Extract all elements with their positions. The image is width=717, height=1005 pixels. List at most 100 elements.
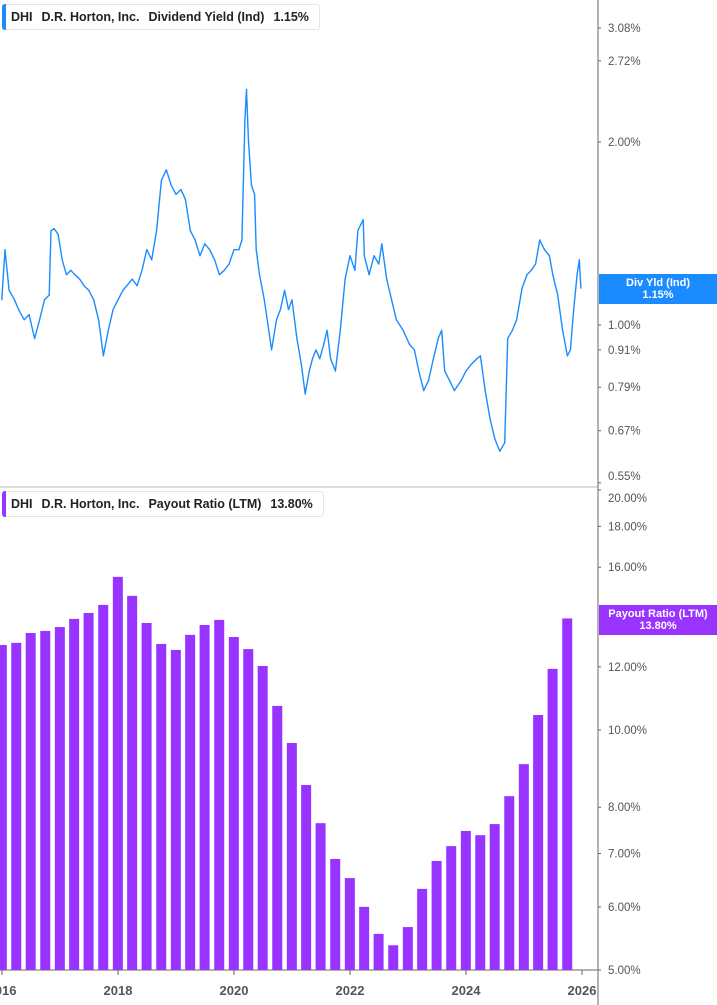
payout-bar [475,835,486,970]
yield-point [28,314,30,316]
yield-point [460,380,462,382]
payout-bar [417,888,428,970]
yield-point [194,239,196,241]
y-tick-label: 0.55% [608,471,641,483]
yield-point [300,364,302,366]
payout-bar [127,595,138,970]
yield-point [214,259,216,261]
x-tick-label: 2016 [0,983,16,998]
payout-bar [301,785,312,970]
y-tick-label: 16.00% [608,562,647,574]
yield-point [453,389,455,392]
yield-point [223,269,225,271]
badge-value: 1.15% [642,289,674,301]
yield-point [334,370,336,372]
yield-point [530,269,532,271]
yield-point [156,229,158,232]
legend-series: Payout Ratio (LTM) [148,497,262,511]
badge-label: Payout Ratio (LTM) [608,608,708,620]
yield-point [8,289,10,292]
payout-bar [156,643,167,970]
yield-point [34,337,36,340]
yield-point [204,243,206,245]
yield-point [275,319,278,321]
yield-point [319,358,321,360]
yield-point [43,299,46,301]
yield-point [102,355,104,357]
yield-point [566,355,568,357]
badge-label: Div Yld (Ind) [626,277,690,289]
y-tick-label: 12.00% [608,662,647,674]
yield-point [349,255,351,257]
yield-point [423,389,425,392]
payout-bar [547,668,558,970]
payout-bar [25,633,36,970]
yield-point [515,319,518,321]
yield-point [308,370,310,372]
y-tick-label: 6.00% [608,902,641,914]
yield-point [363,255,365,257]
yield-point [470,364,472,366]
yield-point [270,349,273,351]
yield-point [413,349,415,351]
yield-point [362,219,364,221]
yield-point [578,259,580,261]
yield-point [83,285,85,287]
yield-legend-color [2,4,6,30]
yield-point [315,349,317,351]
y-tick-label: 2.72% [608,56,641,68]
payout-bar [504,796,515,970]
payout-bar [402,927,413,970]
yield-point [386,278,388,280]
yield-point [344,278,346,280]
payout-bar [533,715,544,970]
dividend-yield-line [1,88,582,452]
y-tick-label: 18.00% [608,521,647,533]
payout-bar [54,627,65,970]
yield-point [484,389,486,392]
yield-point [330,358,332,360]
yield-point [112,309,114,311]
yield-point [311,358,314,360]
yield-point [65,274,67,276]
yield-point [465,370,467,372]
legend-company: D.R. Horton, Inc. [41,10,140,24]
y-tick-label: 8.00% [608,802,641,814]
yield-point [504,442,506,444]
yield-point [449,380,451,382]
payout-bar [272,705,283,970]
payout-bar [344,878,355,970]
yield-point [258,274,261,276]
yield-point [61,259,63,261]
yield-point [576,274,578,276]
yield-point [263,299,265,301]
yield-point [23,319,25,321]
legend-series: Dividend Yield (Ind) [148,10,265,24]
payout-bar [460,830,471,970]
yield-point [107,329,109,331]
payout-bar [286,743,297,970]
y-tick-label: 3.08% [608,23,641,35]
yield-point [117,299,119,301]
yield-point [296,337,298,340]
yield-point [57,233,59,235]
payout-bar [170,649,181,970]
yield-point [552,274,554,276]
yield-point [189,229,191,232]
yield-point [160,179,162,181]
y-tick-label: 0.79% [608,382,641,394]
yield-point [131,278,133,280]
yield-point [228,263,230,265]
yield-point [209,249,211,251]
yield-point [247,138,250,140]
yield-point [4,249,6,251]
yield-point [1,299,3,301]
yield-point [170,184,172,186]
yield-point [494,438,496,440]
payout-bar [388,945,399,970]
yield-point [184,198,186,200]
yield-point [476,358,478,360]
yield-point [244,119,246,122]
yield-point [357,229,359,232]
